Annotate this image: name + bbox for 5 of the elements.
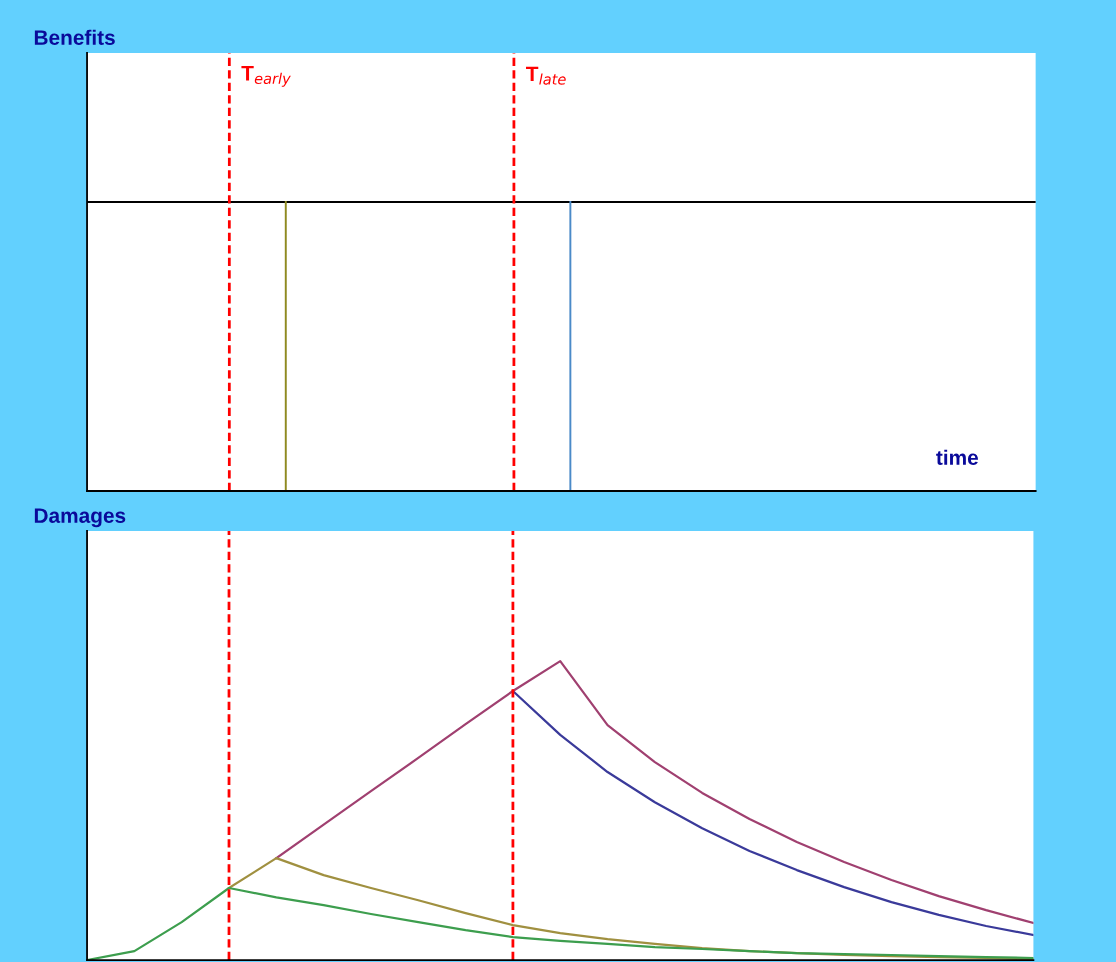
- text: T$_{early}$: [241, 66, 291, 87]
- chart-title: Damages: [34, 508, 126, 528]
- text: Benefits: [34, 29, 115, 45]
- text: T$_{late}$: [526, 66, 566, 85]
- text: time: [936, 449, 979, 465]
